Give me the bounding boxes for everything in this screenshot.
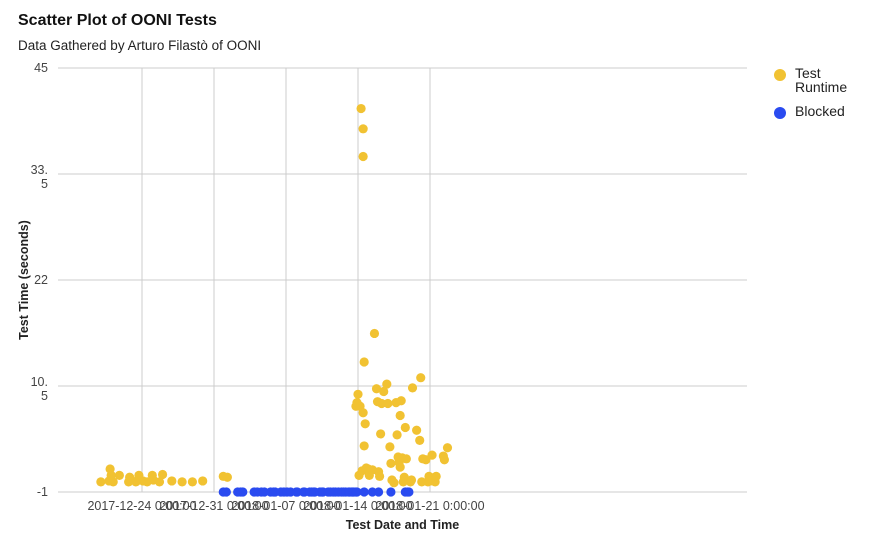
x-tick-label: 2018-01-14 0:00:00: [303, 499, 412, 513]
test-runtime-point: [439, 455, 449, 465]
test-runtime-point: [114, 470, 124, 481]
y-tick-label: -1: [37, 485, 48, 499]
test-runtime-point: [187, 477, 197, 487]
blocked-point: [386, 487, 396, 497]
blocked-point: [221, 487, 231, 497]
y-tick-label: 33. 5: [31, 163, 48, 191]
test-runtime-point: [177, 477, 187, 487]
test-runtime-point: [401, 454, 411, 464]
test-runtime-point: [415, 435, 425, 445]
y-tick-label: 10. 5: [31, 375, 48, 403]
legend-label: Test Runtime: [795, 65, 848, 95]
test-runtime-point: [383, 398, 393, 409]
test-runtime-point: [359, 441, 369, 451]
test-runtime-point: [382, 379, 392, 389]
y-tick-label: 45: [34, 61, 48, 75]
test-runtime-point: [395, 462, 405, 472]
test-runtime-point: [96, 477, 106, 487]
x-tick-label: 2017-12-24 0:00:00: [87, 499, 196, 513]
x-tick-label: 2018-01-07 0:00:00: [231, 499, 340, 513]
test-runtime-point: [157, 469, 168, 480]
test-runtime-point: [431, 471, 441, 481]
chart-subtitle: Data Gathered by Arturo Filastò of OONI: [18, 38, 262, 53]
x-axis-title: Test Date and Time: [346, 518, 460, 532]
test-runtime-point: [417, 477, 427, 487]
legend-label: Blocked: [795, 103, 845, 119]
test-runtime-point: [406, 475, 417, 485]
test-runtime-point: [360, 419, 370, 429]
blocked-point: [404, 487, 414, 497]
x-tick-label: 2017-12-31 0:00:00: [159, 499, 268, 513]
test-runtime-point: [416, 373, 426, 383]
test-runtime-point: [154, 477, 165, 487]
test-runtime-point: [442, 443, 453, 453]
test-runtime-point: [389, 478, 399, 488]
test-runtime-point: [396, 396, 406, 406]
test-runtime-point: [376, 429, 386, 439]
blocked-point: [352, 487, 362, 497]
test-runtime-point: [392, 430, 402, 440]
blocked-point: [359, 487, 369, 497]
y-axis-title: Test Time (seconds): [17, 220, 31, 340]
test-runtime-point: [198, 476, 208, 486]
test-runtime-point: [358, 151, 368, 162]
test-runtime-point: [395, 410, 405, 421]
test-runtime-point: [407, 383, 418, 393]
legend-swatch: [774, 107, 786, 119]
test-runtime-point: [369, 328, 380, 339]
test-runtime-point: [359, 357, 369, 367]
legend: Test Runtime Blocked: [774, 66, 865, 129]
test-runtime-point: [412, 425, 422, 435]
test-runtime-point: [385, 442, 395, 452]
test-runtime-point: [167, 476, 177, 486]
test-runtime-point: [358, 408, 368, 418]
blocked-point: [238, 487, 248, 497]
test-runtime-point: [386, 458, 396, 469]
test-runtime-point: [108, 477, 118, 487]
test-runtime-point: [222, 472, 232, 482]
legend-swatch: [774, 69, 786, 81]
x-tick-label: 2018-01-21 0:00:00: [375, 499, 484, 513]
test-runtime-point: [379, 386, 389, 397]
y-tick-label: 22: [34, 273, 48, 287]
test-runtime-point: [353, 389, 363, 399]
test-runtime-point: [371, 384, 382, 394]
legend-item: Blocked: [774, 104, 865, 119]
legend-item: Test Runtime: [774, 66, 865, 94]
test-runtime-point: [358, 124, 368, 134]
test-runtime-point: [356, 103, 366, 114]
test-runtime-point: [375, 471, 385, 481]
test-runtime-point: [400, 422, 410, 433]
test-runtime-point: [427, 450, 437, 460]
chart-title: Scatter Plot of OONI Tests: [18, 12, 217, 29]
blocked-point: [373, 487, 384, 497]
